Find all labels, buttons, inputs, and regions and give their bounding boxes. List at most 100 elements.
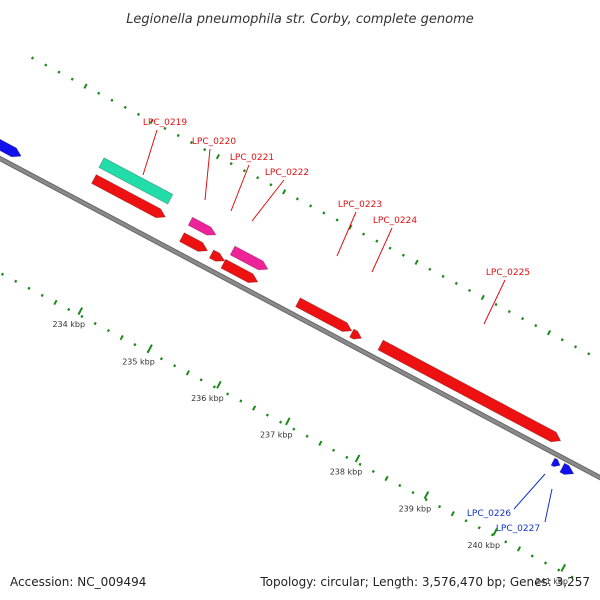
outer-ring-dot xyxy=(70,77,74,81)
outer-ring-dot xyxy=(467,288,472,293)
inner-ring-dot xyxy=(516,546,522,552)
inner-ring-dot xyxy=(384,475,389,482)
outer-ring-dot xyxy=(215,153,220,160)
feature-lpc-0220-partner xyxy=(179,232,209,252)
outer-ring-dot xyxy=(546,330,552,336)
outer-ring-dot xyxy=(136,112,141,116)
feature-lpc-0226 xyxy=(550,457,561,468)
inner-ring-dot xyxy=(292,427,296,431)
gene-lpc-0226-label: LPC_0226 xyxy=(467,509,511,519)
feature-lpc-0227 xyxy=(559,462,575,475)
inner-dotted-ring xyxy=(0,272,574,579)
genome-backbone xyxy=(0,155,600,481)
outer-ring-dot xyxy=(44,63,48,67)
feature-lpc-0224-body xyxy=(349,328,363,340)
inner-ring-dot xyxy=(305,434,309,438)
scale-tick-mark xyxy=(216,380,222,389)
inner-ring-dot xyxy=(477,526,481,530)
inner-ring-dot xyxy=(411,490,415,495)
outer-ring-dot xyxy=(189,140,193,145)
scale-tick-mark xyxy=(77,307,84,316)
inner-ring-dot xyxy=(133,343,137,347)
scale-tick-label: 235 kbp xyxy=(122,357,155,366)
feature-lpc-0222-partner-body xyxy=(220,258,259,284)
outer-ring-dot xyxy=(309,204,313,208)
outer-ring-dot xyxy=(494,302,498,307)
inner-ring-dot xyxy=(530,554,534,558)
outer-ring-dot xyxy=(30,56,35,60)
inner-ring-dot xyxy=(239,399,243,403)
inner-ring-dot xyxy=(0,272,5,276)
feature-lpc-0221-body xyxy=(208,249,226,262)
outer-ring-dot xyxy=(203,147,207,152)
scale-ticks: 234 kbp 235 kbp 236 kbp 237 kbp 238 kbp 239 k… xyxy=(52,307,568,586)
outer-ring-dot xyxy=(110,98,114,102)
gene-lpc-0225-label: LPC_0225 xyxy=(486,268,530,278)
map-title: Legionella pneumophila str. Corby, compl… xyxy=(126,12,474,27)
inner-ring-dot xyxy=(371,469,375,474)
feature-lpc-0224 xyxy=(349,328,363,340)
inner-ring-dot xyxy=(424,497,428,502)
outer-ring-dot xyxy=(97,91,101,95)
inner-ring-dot xyxy=(358,462,362,467)
scale-tick-label: 237 kbp xyxy=(260,431,293,440)
inner-ring-dot xyxy=(199,378,203,382)
feature-offscreen-left xyxy=(0,137,22,158)
inner-ring-dot xyxy=(450,511,455,517)
outer-ring-dot xyxy=(534,324,538,328)
inner-ring-dot xyxy=(265,413,269,417)
gene-lpc-0219-leader xyxy=(142,129,158,176)
inner-ring-dot xyxy=(67,307,71,312)
feature-lpc-0227-body xyxy=(559,462,575,475)
feature-lpc-0221 xyxy=(208,249,226,262)
inner-ring-dot xyxy=(464,519,468,523)
backbone-line xyxy=(0,156,600,480)
outer-ring-dot xyxy=(123,105,127,109)
gene-lpc-0222-label: LPC_0222 xyxy=(265,168,309,178)
inner-ring-dot xyxy=(27,286,31,290)
outer-ring-dot xyxy=(375,239,379,243)
inner-ring-dot xyxy=(437,505,442,509)
inner-ring-dot xyxy=(106,328,110,333)
gene-lpc-0224-leader xyxy=(371,227,393,273)
inner-ring-dot xyxy=(159,357,163,361)
inner-ring-dot xyxy=(53,299,58,306)
scale-tick-label: 239 kbp xyxy=(399,504,432,513)
outer-dotted-ring xyxy=(30,56,591,356)
outer-ring-dot xyxy=(401,253,405,257)
inner-ring-dot xyxy=(543,561,548,565)
outer-ring-dot xyxy=(454,281,458,286)
outer-ring-dot xyxy=(322,211,326,215)
feature-lpc-0220-partner-body xyxy=(179,232,209,252)
gene-lpc-0223-leader xyxy=(336,211,357,257)
feature-lpc-0225 xyxy=(377,339,562,443)
outer-ring-dot xyxy=(480,294,485,301)
inner-ring-dot xyxy=(345,455,349,459)
outer-ring-dot xyxy=(520,316,525,321)
outer-ring-dot xyxy=(414,259,419,265)
outer-ring-dot xyxy=(507,309,511,314)
outer-ring-dot xyxy=(428,267,432,271)
outer-ring-dot xyxy=(295,197,299,201)
outer-ring-dot xyxy=(388,246,392,250)
feature-lpc-0220-body xyxy=(187,216,217,236)
feature-offscreen-left-body xyxy=(0,137,22,158)
feature-lpc-0219 xyxy=(98,157,174,205)
scale-tick-mark xyxy=(147,344,153,353)
gene-lpc-0222-leader xyxy=(251,179,285,222)
feature-lpc-0226-body xyxy=(550,457,561,468)
scale-tick-mark xyxy=(354,454,361,463)
feature-lpc-0225-body xyxy=(377,339,562,443)
feature-lpc-0219-body xyxy=(98,157,174,205)
outer-ring-dot xyxy=(348,224,353,230)
scale-tick-mark xyxy=(492,527,499,536)
outer-ring-dot xyxy=(587,352,591,356)
outer-ring-dot xyxy=(163,126,167,131)
feature-lpc-0223-body xyxy=(295,297,353,332)
feature-lpc-0222-partner xyxy=(220,258,259,284)
feature-lpc-0222-body xyxy=(229,245,269,271)
scale-tick-mark xyxy=(560,563,567,572)
inner-ring-dot xyxy=(93,321,97,326)
gene-lpc-0220-leader xyxy=(204,148,211,201)
